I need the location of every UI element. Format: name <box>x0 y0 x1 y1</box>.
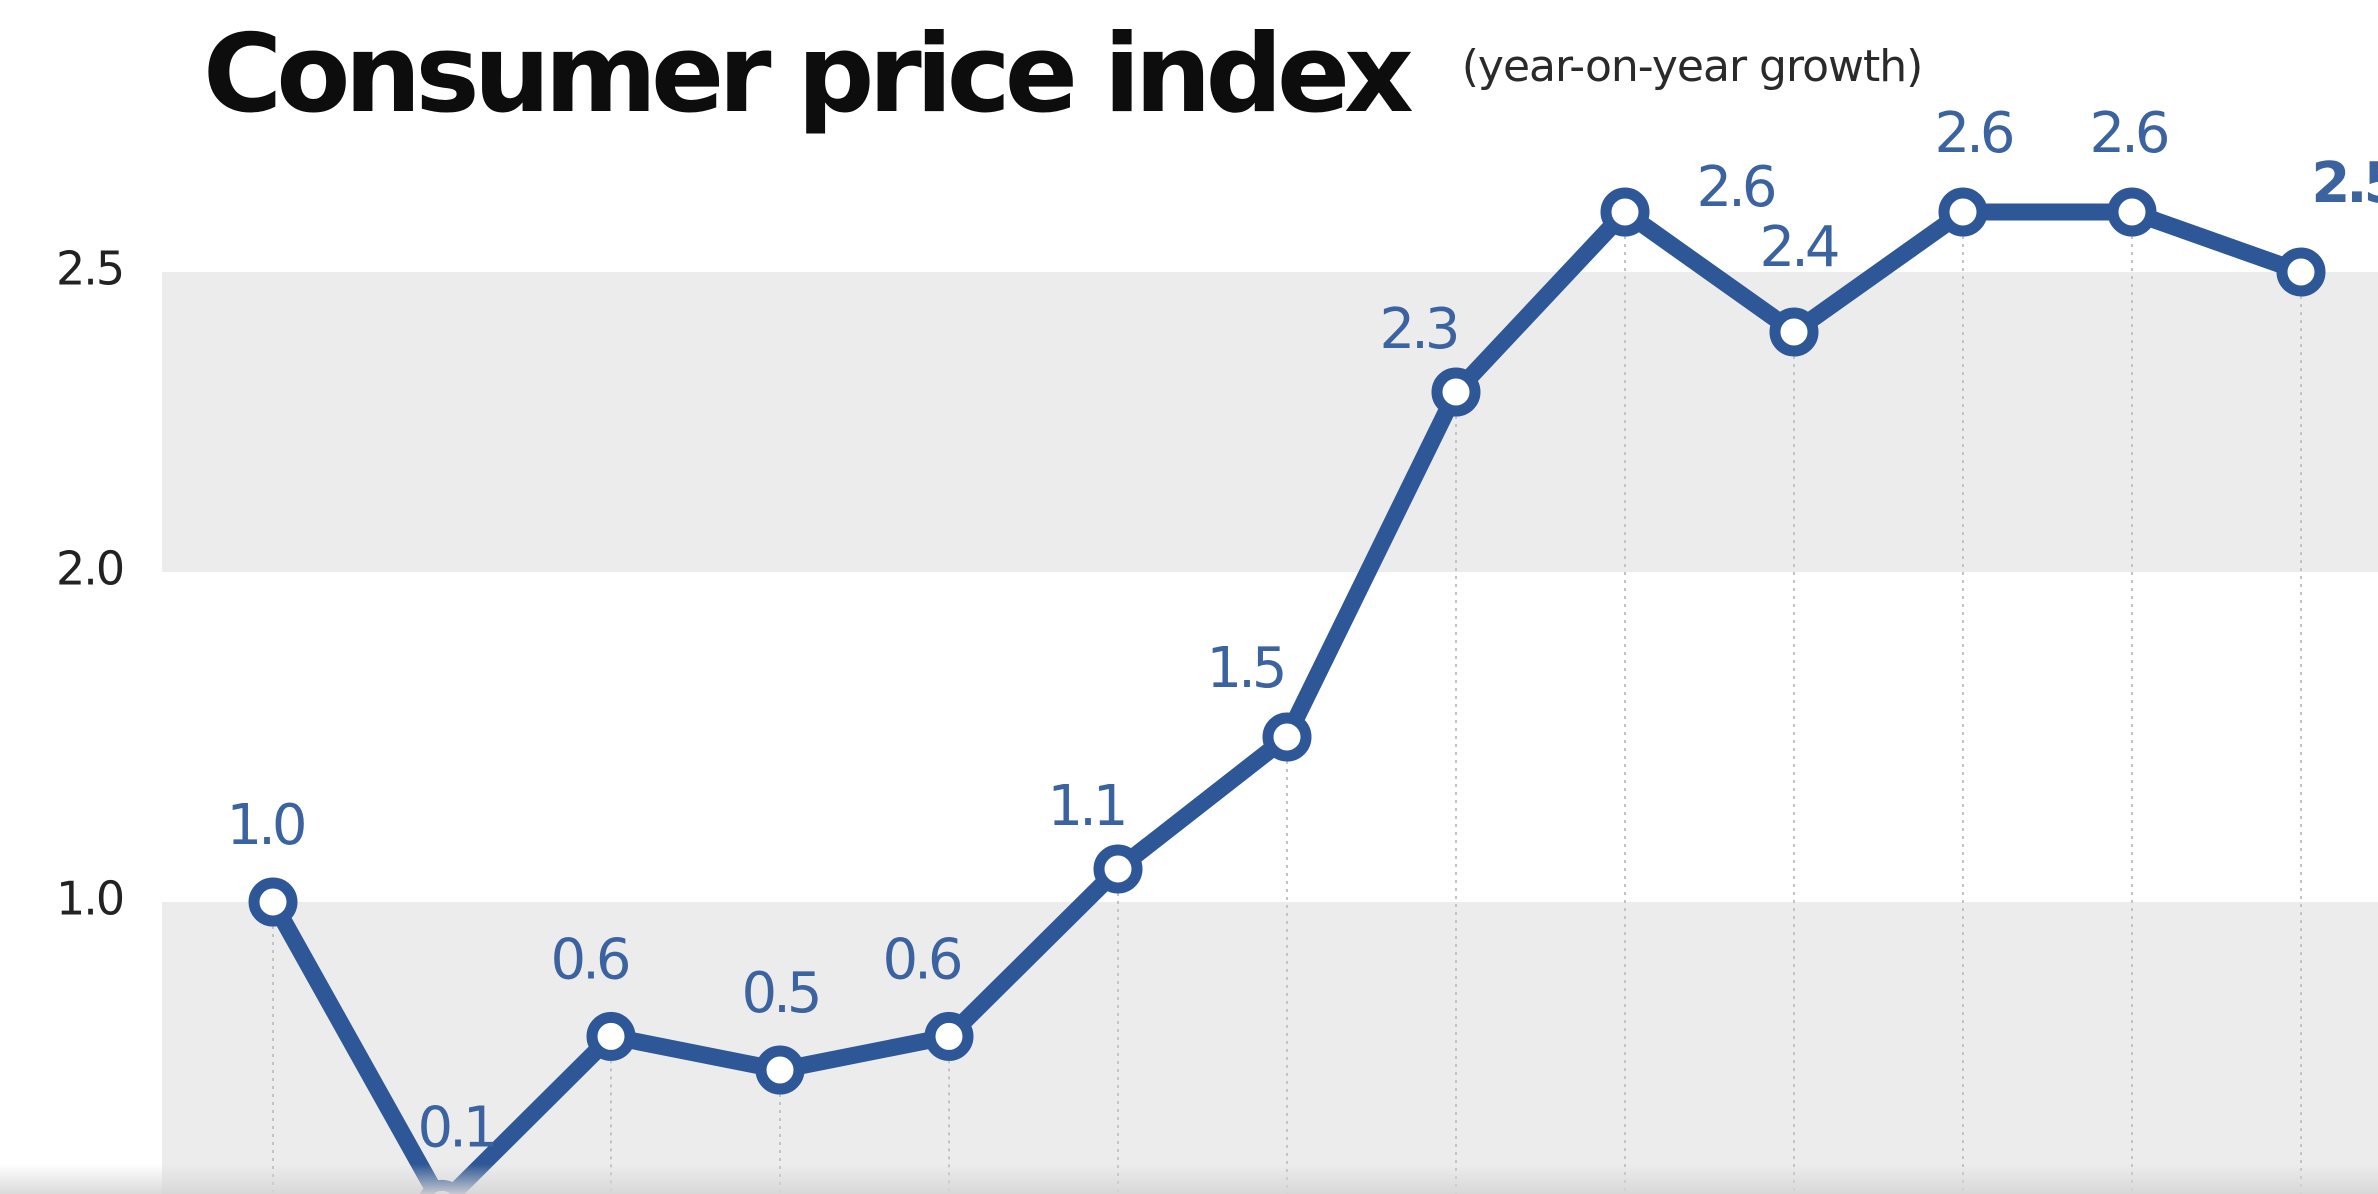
data-point <box>1600 187 1650 237</box>
y-tick-label: 2.0 <box>56 542 123 596</box>
chart-title-row: Consumer price index (year-on-year growt… <box>203 0 1924 150</box>
data-label: 0.6 <box>882 927 960 992</box>
data-point <box>1769 307 1819 357</box>
data-point <box>755 1045 805 1095</box>
y-tick-label: 1.0 <box>56 872 123 926</box>
data-label: 2.3 <box>1379 297 1456 362</box>
data-point <box>2276 247 2326 297</box>
data-label: 2.4 <box>1759 215 1837 280</box>
chart-title: Consumer price index <box>203 12 1414 137</box>
y-tick-label: 2.5 <box>56 242 123 296</box>
data-point <box>1262 712 1312 762</box>
bottom-fade <box>0 1164 2378 1194</box>
data-point <box>2107 187 2157 237</box>
grid-band-lower <box>162 902 2378 1194</box>
data-point <box>1938 187 1988 237</box>
data-label: 0.5 <box>741 961 818 1026</box>
data-point <box>248 877 298 927</box>
data-label: 1.0 <box>226 793 303 858</box>
data-label: 1.1 <box>1047 774 1124 839</box>
data-label: 0.6 <box>550 927 628 992</box>
chart-subtitle: (year-on-year growth) <box>1461 41 1924 92</box>
data-label: 1.5 <box>1206 636 1283 701</box>
data-point <box>1431 367 1481 417</box>
data-label: 0.1 <box>417 1095 494 1160</box>
data-label: 2.6 <box>2089 101 2167 166</box>
data-point <box>1093 844 1143 894</box>
data-point <box>924 1011 974 1061</box>
data-point <box>586 1011 636 1061</box>
data-label: 2.6 <box>1696 155 1774 220</box>
data-label: 2.6 <box>1934 101 2012 166</box>
grid-band-upper <box>162 272 2378 572</box>
data-label: 2.5% <box>2311 151 2378 216</box>
